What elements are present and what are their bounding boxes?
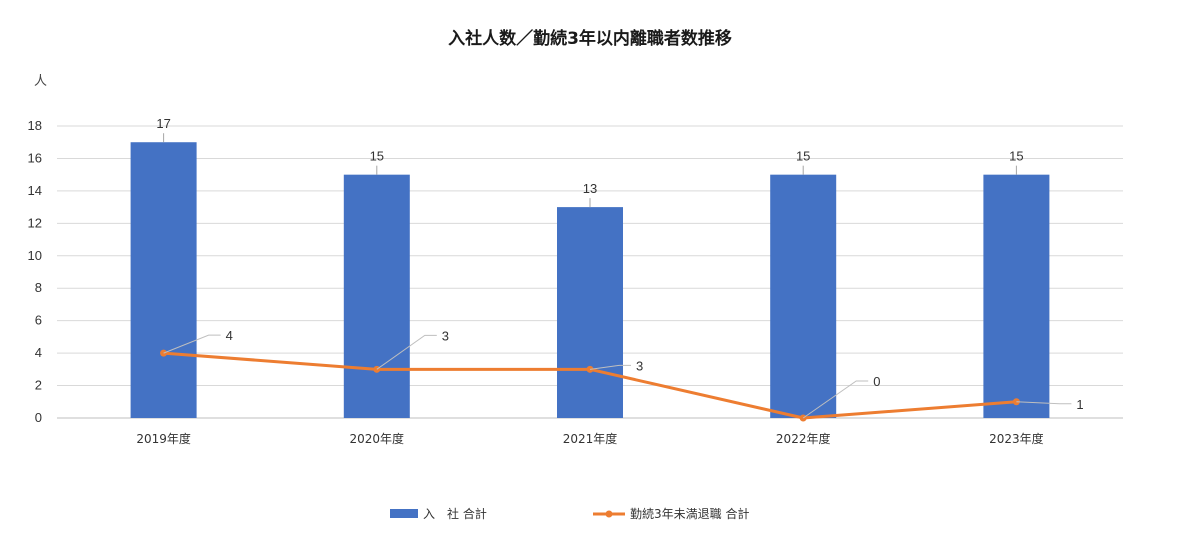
y-tick-label: 12 bbox=[28, 215, 42, 230]
y-tick-label: 18 bbox=[28, 118, 42, 133]
bar-data-label: 15 bbox=[796, 149, 810, 164]
line-data-label: 1 bbox=[1076, 397, 1083, 412]
line-label-leader bbox=[163, 334, 221, 354]
bar-data-label: 15 bbox=[370, 149, 384, 164]
x-category-label: 2022年度 bbox=[776, 431, 831, 446]
bar-data-label: 13 bbox=[583, 181, 597, 196]
bar bbox=[343, 174, 410, 418]
y-tick-label: 2 bbox=[35, 378, 42, 393]
bar bbox=[130, 142, 197, 418]
line-label-leader bbox=[376, 334, 437, 370]
y-tick-label: 16 bbox=[28, 150, 42, 165]
y-axis-ticks: 0 2 4 6 8 10 12 14 16 18 bbox=[28, 118, 42, 425]
line-label-leader bbox=[802, 380, 869, 419]
y-tick-label: 4 bbox=[35, 345, 42, 360]
bar bbox=[557, 207, 623, 418]
y-tick-label: 14 bbox=[28, 183, 42, 198]
x-category-label: 2020年度 bbox=[350, 431, 405, 446]
line-data-label: 0 bbox=[873, 374, 880, 389]
legend-label-line: 勤続3年未満退職 合計 bbox=[630, 506, 749, 521]
bar-series bbox=[130, 142, 1050, 418]
chart-title: 入社人数／勤続3年以内離職者数推移 bbox=[448, 28, 732, 49]
data-labels: 17 15 13 15 15 4 3 3 0 1 bbox=[156, 116, 1084, 419]
line-data-label: 3 bbox=[442, 328, 449, 343]
line-data-label: 3 bbox=[636, 358, 643, 373]
line-label-leader bbox=[589, 364, 631, 370]
y-tick-label: 10 bbox=[28, 248, 42, 263]
bar bbox=[983, 174, 1050, 418]
y-tick-label: 6 bbox=[35, 313, 42, 328]
legend: 入 社 合計 勤続3年未満退職 合計 bbox=[390, 506, 749, 521]
x-category-label: 2023年度 bbox=[989, 431, 1044, 446]
x-category-label: 2021年度 bbox=[563, 431, 618, 446]
line-data-label: 4 bbox=[226, 328, 233, 343]
y-axis-unit-label: 人 bbox=[34, 74, 47, 89]
bar-data-label: 15 bbox=[1009, 149, 1023, 164]
x-axis-categories: 2019年度 2020年度 2021年度 2022年度 2023年度 bbox=[136, 431, 1043, 446]
bar bbox=[770, 174, 837, 418]
bar-data-label: 17 bbox=[156, 116, 170, 131]
legend-label-bar: 入 社 合計 bbox=[423, 506, 487, 521]
x-category-label: 2019年度 bbox=[136, 431, 191, 446]
legend-swatch-bar bbox=[390, 509, 418, 518]
line-label-leader bbox=[1016, 401, 1072, 405]
legend-marker-line bbox=[605, 510, 613, 518]
y-tick-label: 8 bbox=[35, 280, 42, 295]
y-tick-label: 0 bbox=[35, 410, 42, 425]
